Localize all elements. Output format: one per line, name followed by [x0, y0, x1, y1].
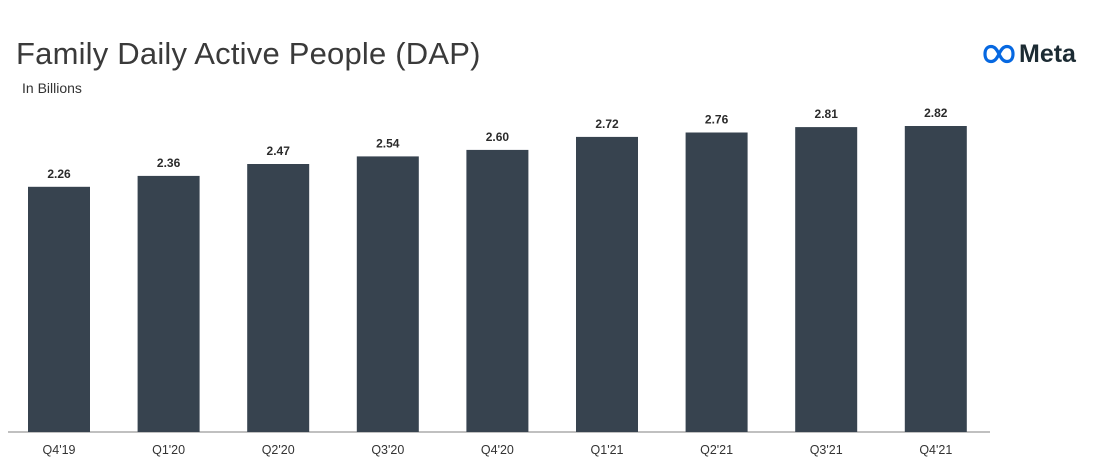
x-tick-label: Q1'21 [591, 443, 624, 457]
bar-8 [904, 126, 967, 432]
bars-group [28, 126, 967, 432]
x-tick-label: Q3'21 [810, 443, 843, 457]
bar-6 [685, 132, 748, 432]
bar-value-label: 2.54 [376, 136, 400, 150]
meta-logo: Meta [982, 38, 1076, 70]
x-tick-label: Q3'20 [371, 443, 404, 457]
bar-value-label: 2.72 [595, 117, 619, 131]
bar-1 [137, 175, 200, 432]
bar-value-label: 2.82 [924, 106, 948, 120]
bar-3 [356, 156, 419, 432]
x-tick-label: Q4'19 [43, 443, 76, 457]
bar-4 [466, 149, 529, 432]
bar-value-label: 2.47 [267, 144, 291, 158]
bar-value-label: 2.60 [486, 130, 510, 144]
x-tick-labels-group: Q4'19 Q1'20 Q2'20 Q3'20 Q4'20 Q1'21 Q2'21 Q3'21… [43, 443, 953, 457]
bar-7 [795, 127, 858, 432]
bar-value-label: 2.76 [705, 113, 729, 127]
x-tick-label: Q4'21 [919, 443, 952, 457]
bar-value-label: 2.26 [47, 167, 71, 181]
x-tick-label: Q2'20 [262, 443, 295, 457]
meta-infinity-icon [983, 44, 1015, 64]
bar-0 [28, 186, 90, 432]
value-labels-group: 2.26 2.36 2.47 2.54 2.60 2.72 2.76 2.81 2.82 [47, 106, 947, 181]
bar-value-label: 2.36 [157, 156, 181, 170]
bar-2 [247, 164, 310, 432]
bar-value-label: 2.81 [815, 107, 839, 121]
chart-subtitle: In Billions [22, 80, 82, 96]
x-tick-label: Q1'20 [152, 443, 185, 457]
bar-5 [576, 136, 638, 432]
x-tick-label: Q2'21 [700, 443, 733, 457]
page-title: Family Daily Active People (DAP) [16, 36, 481, 71]
x-tick-label: Q4'20 [481, 443, 514, 457]
meta-wordmark: Meta [1019, 40, 1076, 68]
